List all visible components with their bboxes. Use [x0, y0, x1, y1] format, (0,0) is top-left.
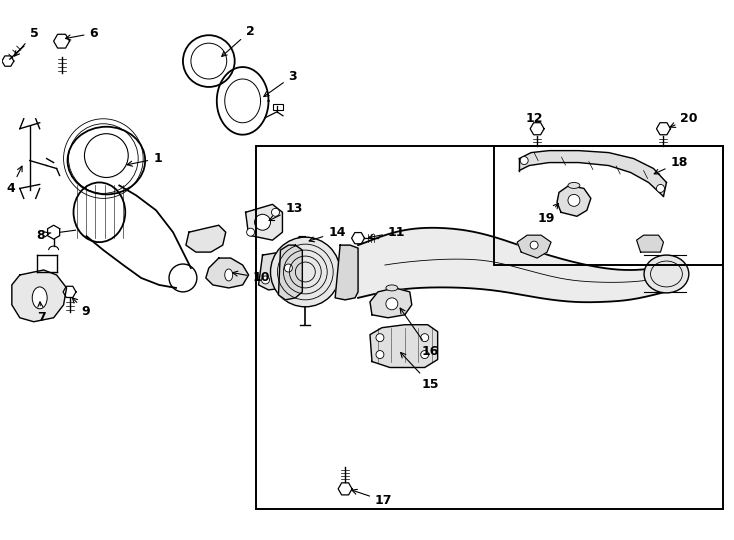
- Polygon shape: [557, 185, 591, 217]
- Polygon shape: [636, 235, 664, 252]
- Text: 16: 16: [400, 308, 439, 358]
- Bar: [255, 146, 723, 509]
- Text: 20: 20: [670, 112, 698, 127]
- Bar: [273, 104, 283, 110]
- Text: 3: 3: [264, 70, 297, 97]
- Circle shape: [255, 214, 271, 230]
- Polygon shape: [335, 245, 358, 300]
- Polygon shape: [186, 225, 226, 252]
- Ellipse shape: [644, 255, 688, 293]
- Circle shape: [530, 241, 538, 249]
- Circle shape: [421, 334, 429, 342]
- Polygon shape: [206, 258, 249, 288]
- Circle shape: [421, 350, 429, 359]
- Circle shape: [568, 194, 580, 206]
- Text: 14: 14: [309, 226, 346, 242]
- Polygon shape: [370, 288, 412, 318]
- Circle shape: [271, 237, 340, 307]
- Text: 15: 15: [401, 353, 439, 391]
- Polygon shape: [258, 252, 295, 290]
- Bar: [494, 146, 723, 265]
- Circle shape: [261, 276, 269, 284]
- Polygon shape: [278, 245, 302, 300]
- Text: 19: 19: [537, 204, 559, 225]
- Polygon shape: [517, 235, 551, 258]
- Circle shape: [272, 208, 280, 217]
- Text: 6: 6: [65, 26, 98, 40]
- Circle shape: [656, 185, 664, 192]
- Text: 1: 1: [127, 152, 162, 166]
- Circle shape: [247, 228, 255, 236]
- Text: 10: 10: [233, 271, 270, 285]
- Ellipse shape: [568, 183, 580, 188]
- Ellipse shape: [225, 269, 233, 281]
- Text: 11: 11: [369, 226, 405, 239]
- Polygon shape: [246, 204, 283, 240]
- Text: 18: 18: [654, 156, 688, 174]
- Circle shape: [386, 298, 398, 310]
- Polygon shape: [12, 270, 67, 322]
- Text: 13: 13: [269, 202, 303, 220]
- Text: 8: 8: [37, 228, 51, 242]
- Text: 7: 7: [37, 302, 46, 324]
- Circle shape: [285, 264, 292, 272]
- Ellipse shape: [386, 285, 398, 291]
- Ellipse shape: [32, 287, 47, 309]
- Polygon shape: [519, 151, 666, 197]
- Circle shape: [520, 157, 528, 165]
- Text: 4: 4: [7, 166, 22, 195]
- Text: 9: 9: [73, 298, 90, 318]
- Text: 17: 17: [352, 489, 393, 507]
- Circle shape: [376, 334, 384, 342]
- Polygon shape: [370, 325, 437, 368]
- Text: 12: 12: [526, 112, 543, 125]
- Text: 2: 2: [222, 25, 255, 56]
- Text: 5: 5: [15, 26, 38, 56]
- Circle shape: [376, 350, 384, 359]
